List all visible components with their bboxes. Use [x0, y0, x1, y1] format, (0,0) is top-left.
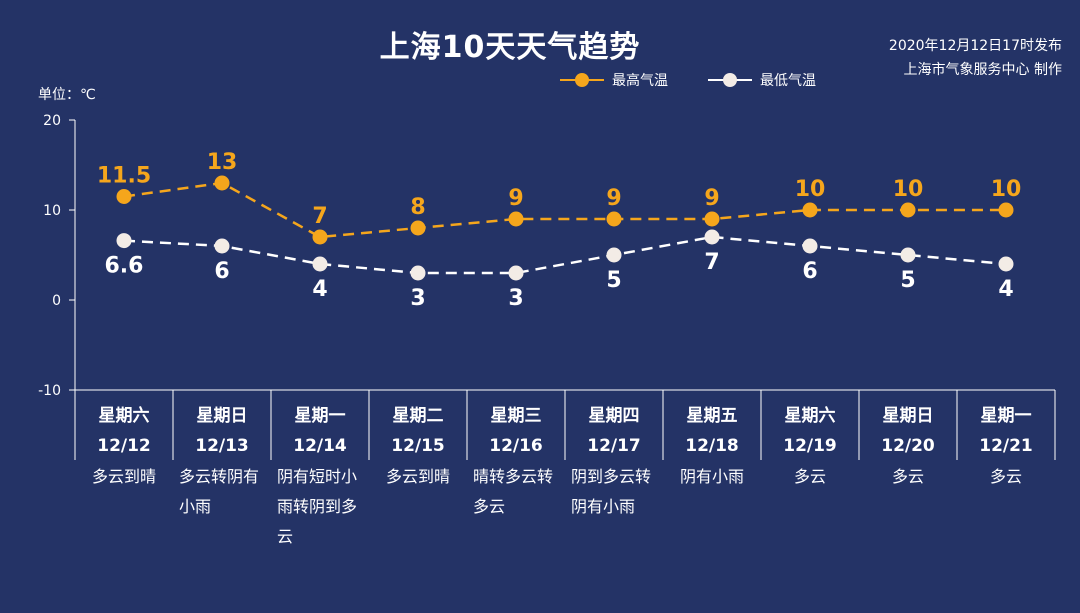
- low-temp-point: [802, 238, 818, 254]
- weekday-label: 星期六: [99, 405, 150, 426]
- weather-description: 多云转阴有小雨: [179, 467, 260, 516]
- low-temp-label: 5: [606, 268, 621, 293]
- producer: 上海市气象服务中心 制作: [903, 62, 1062, 78]
- legend-low: 最低气温: [708, 70, 816, 90]
- low-temp-point: [900, 247, 916, 263]
- low-temp-point: [214, 238, 230, 254]
- low-temp-label: 3: [508, 286, 523, 311]
- high-temp-point: [900, 202, 916, 218]
- weather-description: 阴有小雨: [679, 467, 744, 486]
- chart-title: 上海10天天气趋势: [379, 30, 641, 65]
- weather-description: 多云: [891, 467, 924, 486]
- low-temp-point: [508, 265, 524, 281]
- weather-description: 多云: [793, 467, 826, 486]
- y-tick-label: 10: [43, 203, 61, 219]
- date-label: 12/17: [587, 436, 641, 456]
- weekday-label: 星期四: [589, 406, 640, 426]
- weekday-label: 星期二: [393, 406, 444, 426]
- high-temp-point: [606, 211, 622, 227]
- high-temp-label: 10: [795, 177, 826, 202]
- low-temp-line: [123, 235, 1007, 275]
- legend-high-label: 最高气温: [612, 73, 668, 89]
- high-temp-label: 10: [991, 177, 1022, 202]
- date-label: 12/18: [685, 436, 739, 456]
- legend-low-marker: [708, 73, 752, 87]
- date-label: 12/16: [489, 436, 543, 456]
- date-label: 12/21: [979, 436, 1033, 456]
- weather-description: 多云到晴: [91, 467, 156, 486]
- date-label: 12/20: [881, 436, 935, 456]
- publish-info: 2020年12月12日17时发布 上海市气象服务中心 制作: [889, 34, 1062, 82]
- low-temp-label: 6.6: [105, 254, 144, 279]
- high-temp-point: [998, 202, 1014, 218]
- publish-time: 2020年12月12日17时发布: [888, 38, 1062, 54]
- low-temp-label: 6: [802, 259, 817, 284]
- high-temp-point: [802, 202, 818, 218]
- date-label: 12/15: [391, 436, 445, 456]
- legend-low-label: 最低气温: [760, 73, 816, 89]
- high-temp-label: 10: [893, 177, 924, 202]
- weekday-label: 星期三: [491, 406, 542, 426]
- y-tick-label: 0: [52, 293, 61, 309]
- high-temp-point: [116, 189, 132, 204]
- low-temp-point: [606, 247, 622, 263]
- low-temp-point: [312, 256, 328, 272]
- low-temp-label: 4: [312, 277, 327, 302]
- high-temp-point: [312, 229, 328, 245]
- low-temp-point: [410, 265, 426, 281]
- high-temp-line: [123, 181, 1006, 239]
- low-temp-label: 5: [900, 268, 915, 293]
- low-temp-label: 7: [704, 250, 719, 275]
- weekday-label: 星期五: [687, 406, 738, 426]
- weekday-label: 星期一: [295, 406, 346, 426]
- unit-label: 单位：℃: [38, 87, 96, 103]
- high-temp-label: 13: [207, 150, 238, 175]
- low-temp-point: [116, 233, 132, 249]
- high-temp-label: 8: [410, 195, 425, 220]
- high-temp-point: [410, 220, 426, 236]
- weekday-label: 星期日: [883, 406, 934, 426]
- weather-description: 晴转多云转多云: [473, 467, 554, 516]
- low-temp-point: [998, 256, 1014, 272]
- date-label: 12/12: [97, 436, 151, 456]
- high-temp-label: 7: [312, 204, 327, 229]
- high-temp-label: 9: [508, 186, 523, 211]
- weather-description: 多云: [989, 467, 1022, 486]
- weather-description: 多云到晴: [385, 467, 450, 486]
- high-temp-label: 9: [606, 186, 621, 211]
- date-label: 12/19: [783, 436, 837, 456]
- high-temp-label: 9: [704, 186, 719, 211]
- high-temp-point: [508, 211, 524, 227]
- y-tick-label: 20: [43, 113, 61, 129]
- low-temp-point: [704, 229, 720, 245]
- weekday-label: 星期一: [981, 406, 1032, 426]
- low-temp-label: 4: [998, 277, 1013, 302]
- high-temp-point: [214, 175, 230, 191]
- low-temp-label: 6: [214, 259, 229, 284]
- weekday-label: 星期日: [197, 406, 248, 426]
- high-temp-label: 11.5: [97, 164, 151, 189]
- date-label: 12/13: [195, 436, 249, 456]
- high-temp-point: [704, 211, 720, 227]
- legend-high-marker: [560, 73, 604, 87]
- y-tick-label: -10: [38, 383, 61, 399]
- weather-description: 阴到多云转阴有小雨: [571, 467, 652, 516]
- date-label: 12/14: [293, 436, 347, 456]
- weekday-label: 星期六: [785, 405, 836, 426]
- legend-high: 最高气温: [560, 70, 668, 90]
- legend: 最高气温 最低气温: [560, 70, 816, 90]
- low-temp-label: 3: [410, 286, 425, 311]
- weather-description: 阴有短时小雨转阴到多云: [277, 467, 358, 546]
